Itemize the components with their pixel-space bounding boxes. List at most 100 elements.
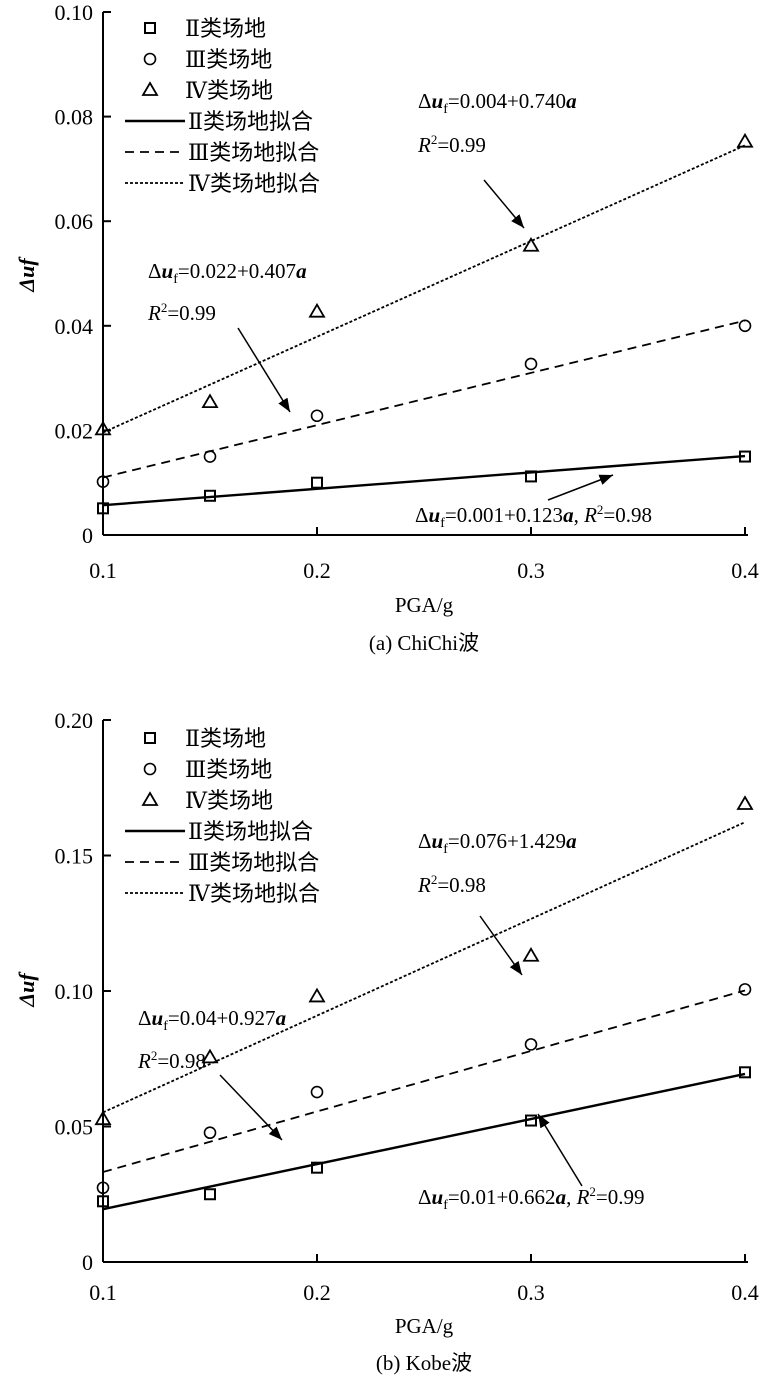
fit-line-dotted <box>102 144 746 434</box>
y-tick-label: 0.10 <box>55 979 94 1004</box>
legend-label: Ⅳ类场地 <box>185 78 273 103</box>
chart-title: (a) ChiChi波 <box>369 631 479 655</box>
annotation-arrow <box>537 1113 583 1187</box>
fit-annotation: Δuf=0.076+1.429a R2=0.98 <box>417 829 577 976</box>
data-point-circle <box>310 1085 324 1099</box>
chart-title: (b) Kobe波 <box>376 1351 472 1375</box>
annotation-r2: R2=0.99 <box>417 132 486 157</box>
annotation-r2: R2=0.98 <box>417 872 486 897</box>
data-point-square <box>97 502 109 515</box>
legend: Ⅱ类场地 Ⅲ类场地 Ⅳ类场地 Ⅱ类场地拟合 Ⅲ类场地拟合 Ⅳ类场地拟合 <box>125 16 320 196</box>
y-tick-label: 0.10 <box>55 0 94 25</box>
data-point-square <box>204 489 216 502</box>
x-tick-label: 0.2 <box>303 1280 331 1305</box>
legend-marker-square <box>144 732 156 744</box>
y-tick-label: 0 <box>82 1250 93 1275</box>
legend-label: Ⅳ类场地拟合 <box>188 881 320 906</box>
annotation-equation: Δuf=0.004+0.740a <box>418 89 577 117</box>
y-tick-label: 0.06 <box>55 209 94 234</box>
legend-label: Ⅲ类场地 <box>185 757 272 782</box>
chart-b-kobe: 0 0.05 0.10 0.15 0.20 0.1 0.2 0.3 0.4 PGA/g Δuf (b)… <box>14 708 759 1375</box>
data-point-square <box>311 1161 323 1174</box>
data-point-square <box>739 1066 751 1079</box>
data-point-square <box>311 476 323 489</box>
y-tick-label: 0.04 <box>55 314 94 339</box>
data-point-circle <box>203 1126 217 1140</box>
data-point-circle <box>96 1181 110 1195</box>
legend-label: Ⅱ类场地 <box>185 726 266 751</box>
fit-annotation: Δuf=0.004+0.740a R2=0.99 <box>417 89 577 229</box>
fit-line-dashed <box>102 989 746 1173</box>
annotation-arrow <box>483 179 525 229</box>
data-point-triangle <box>308 987 326 1003</box>
legend-label: Ⅱ类场地 <box>185 16 266 41</box>
data-point-square <box>525 1114 537 1127</box>
data-point-circle <box>524 1038 538 1051</box>
annotation-arrow <box>237 327 291 413</box>
data-point-square <box>97 1195 109 1208</box>
legend: Ⅱ类场地 Ⅲ类场地 Ⅳ类场地 Ⅱ类场地拟合 Ⅲ类场地拟合 Ⅳ类场地拟合 <box>125 726 320 906</box>
legend-label: Ⅱ类场地拟合 <box>188 109 313 134</box>
fit-line-solid <box>102 1072 746 1211</box>
legend-label: Ⅳ类场地拟合 <box>188 171 320 196</box>
annotation-r2: R2=0.98 <box>137 1048 206 1073</box>
fit-annotation: Δuf=0.04+0.927a R2=0.98 <box>137 1006 286 1141</box>
fit-annotation: Δuf=0.001+0.123a, R2=0.98 <box>415 474 652 531</box>
fit-annotation: Δuf=0.022+0.407a R2=0.99 <box>147 259 307 413</box>
fit-line-solid <box>102 454 746 507</box>
data-point-circle <box>310 409 324 423</box>
legend-label: Ⅲ类场地 <box>185 47 272 72</box>
annotation-arrow <box>547 474 614 501</box>
data-point-triangle <box>201 1048 219 1064</box>
fit-line-dotted <box>102 821 746 1114</box>
x-tick-label: 0.4 <box>731 1280 759 1305</box>
annotation-equation: Δuf=0.076+1.429a <box>418 829 577 857</box>
data-point-circle <box>524 357 538 371</box>
data-point-triangle <box>94 1110 112 1126</box>
y-tick-label: 0 <box>82 523 93 548</box>
x-tick-label: 0.1 <box>89 1280 117 1305</box>
y-tick-label: 0.08 <box>55 105 94 130</box>
data-point-triangle <box>736 795 754 810</box>
data-point-triangle <box>308 302 326 318</box>
legend-marker-triangle <box>141 791 159 806</box>
legend-marker-square <box>144 22 156 34</box>
y-tick-label: 0.15 <box>55 844 94 869</box>
fit-annotation: Δuf=0.01+0.662a, R2=0.99 <box>418 1113 644 1213</box>
x-axis-label: PGA/g <box>395 1314 454 1338</box>
data-point-circle <box>738 319 752 333</box>
annotation-r2: R2=0.99 <box>147 300 216 325</box>
legend-label: Ⅲ类场地拟合 <box>188 140 319 165</box>
x-axis-label: PGA/g <box>395 593 454 617</box>
annotation-equation: Δuf=0.01+0.662a, R2=0.99 <box>418 1184 644 1213</box>
annotation-equation: Δuf=0.001+0.123a, R2=0.98 <box>415 502 652 531</box>
annotation-arrow <box>219 1074 283 1141</box>
legend-label: Ⅳ类场地 <box>185 788 273 813</box>
data-point-triangle <box>736 132 754 148</box>
x-tick-label: 0.3 <box>517 1280 545 1305</box>
y-axis-label: Δuf <box>14 971 39 1008</box>
data-point-square <box>204 1188 216 1201</box>
legend-label: Ⅱ类场地拟合 <box>188 819 313 844</box>
annotation-arrow <box>479 915 523 976</box>
x-tick-label: 0.1 <box>89 558 117 583</box>
fit-line-dashed <box>102 319 746 479</box>
legend-marker-circle <box>143 762 157 776</box>
y-tick-label: 0.20 <box>55 708 94 733</box>
data-point-circle <box>96 475 110 488</box>
data-point-circle <box>203 450 217 463</box>
chart-a-chichi: 0 0.02 0.04 0.06 0.08 0.10 0.1 0.2 0.3 0.4 PGA/g Δu… <box>14 0 759 655</box>
x-tick-label: 0.2 <box>303 558 331 583</box>
legend-label: Ⅲ类场地拟合 <box>188 850 319 875</box>
x-tick-label: 0.3 <box>517 558 545 583</box>
data-point-circle <box>738 983 752 996</box>
legend-marker-triangle <box>141 81 159 96</box>
x-tick-label: 0.4 <box>731 558 759 583</box>
y-tick-label: 0.05 <box>55 1115 94 1140</box>
y-axis-label: Δuf <box>14 256 39 293</box>
data-point-triangle <box>94 420 112 436</box>
annotation-equation: Δuf=0.022+0.407a <box>148 259 307 287</box>
legend-marker-circle <box>143 52 157 66</box>
